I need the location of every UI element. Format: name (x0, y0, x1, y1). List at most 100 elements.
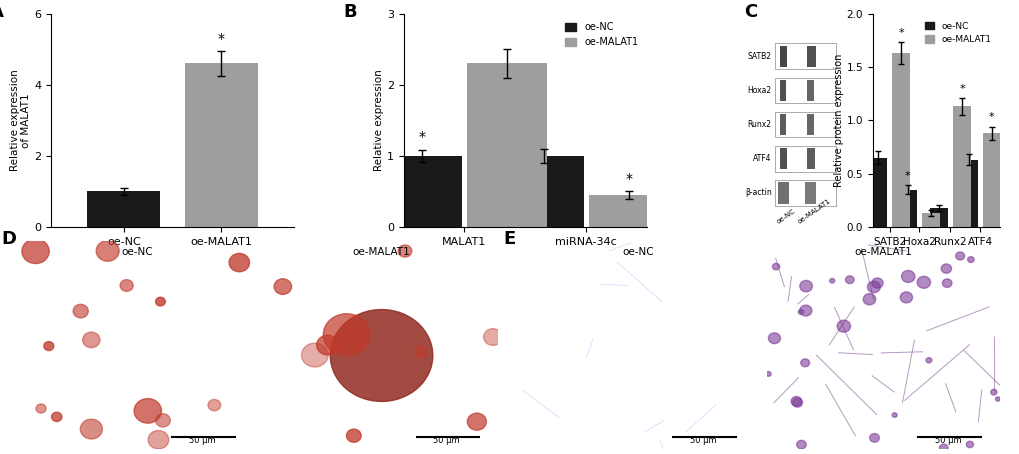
Bar (774, 78, 836, 103)
Circle shape (156, 414, 170, 427)
Text: D: D (2, 230, 16, 248)
Bar (898, 190, 916, 227)
Circle shape (900, 292, 912, 303)
Circle shape (83, 332, 100, 348)
Circle shape (208, 400, 220, 411)
Text: ATF4: ATF4 (752, 154, 770, 163)
Circle shape (967, 257, 973, 262)
Circle shape (96, 241, 119, 261)
Text: oe-MALAT1: oe-MALAT1 (853, 247, 911, 257)
Circle shape (414, 346, 427, 358)
Bar (776, 182, 789, 203)
Circle shape (148, 430, 168, 449)
Circle shape (845, 276, 853, 284)
Text: oe-NC: oe-NC (622, 247, 653, 257)
Bar (928, 208, 947, 227)
Text: SATB2: SATB2 (747, 52, 770, 61)
Circle shape (346, 429, 361, 442)
Circle shape (44, 341, 54, 350)
Bar (806, 80, 813, 101)
Text: oe-MALAT1: oe-MALAT1 (796, 198, 830, 225)
Circle shape (397, 245, 412, 257)
Bar (774, 112, 836, 138)
Circle shape (941, 264, 951, 273)
Text: A: A (0, 3, 4, 21)
Circle shape (892, 413, 897, 417)
Bar (774, 146, 836, 172)
Circle shape (798, 310, 803, 314)
Circle shape (862, 294, 875, 305)
Circle shape (81, 419, 102, 439)
Circle shape (483, 329, 501, 345)
Bar (780, 80, 786, 101)
Text: *: * (217, 32, 224, 45)
Circle shape (799, 281, 811, 292)
Circle shape (938, 444, 947, 452)
Circle shape (771, 263, 779, 270)
Circle shape (871, 278, 882, 288)
Circle shape (866, 281, 879, 293)
Text: E: E (502, 230, 515, 248)
Bar (952, 106, 970, 227)
Bar (806, 148, 814, 169)
Text: *: * (904, 171, 910, 181)
Text: C: C (743, 3, 756, 21)
Circle shape (869, 434, 878, 442)
Text: *: * (625, 172, 632, 186)
Bar (588, 195, 668, 227)
Circle shape (955, 252, 964, 260)
Circle shape (316, 335, 338, 355)
Bar (780, 46, 786, 67)
Text: Hoxa2: Hoxa2 (747, 86, 770, 95)
Y-axis label: Relative expression
of MALAT1: Relative expression of MALAT1 (10, 69, 32, 171)
Bar (184, 64, 258, 227)
Circle shape (36, 404, 46, 413)
Circle shape (467, 413, 486, 430)
Circle shape (330, 310, 432, 401)
Bar (981, 133, 1000, 227)
Legend: oe-NC, oe-MALAT1: oe-NC, oe-MALAT1 (560, 19, 641, 51)
Text: 50 μm: 50 μm (433, 436, 460, 445)
Circle shape (21, 239, 49, 263)
Circle shape (901, 271, 914, 282)
Bar (503, 156, 583, 227)
Bar (88, 192, 160, 227)
Circle shape (52, 412, 62, 422)
Bar (774, 44, 836, 69)
Text: oe-NC: oe-NC (121, 247, 153, 257)
Circle shape (799, 305, 811, 316)
Circle shape (120, 280, 133, 291)
Circle shape (767, 333, 780, 344)
Circle shape (302, 343, 328, 367)
Text: 50 μm: 50 μm (189, 436, 215, 445)
Text: B: B (342, 3, 357, 21)
Circle shape (989, 390, 996, 395)
Circle shape (229, 253, 250, 272)
Circle shape (800, 359, 809, 367)
Circle shape (323, 314, 370, 355)
Bar (780, 114, 786, 135)
Text: 50 μm: 50 μm (934, 436, 961, 445)
Text: oe-NC: oe-NC (774, 208, 796, 225)
Bar (868, 158, 887, 227)
Circle shape (274, 279, 291, 295)
Text: β-actin: β-actin (744, 188, 770, 197)
Legend: oe-NC, oe-MALAT1: oe-NC, oe-MALAT1 (921, 18, 995, 48)
Text: oe-MALAT1: oe-MALAT1 (353, 247, 410, 257)
Circle shape (828, 278, 834, 283)
Bar (780, 148, 786, 169)
Text: Runx2: Runx2 (747, 120, 770, 129)
Y-axis label: Relative protein expression: Relative protein expression (833, 54, 843, 187)
Y-axis label: Relative expression: Relative expression (374, 69, 384, 171)
Text: 50 μm: 50 μm (690, 436, 716, 445)
Circle shape (156, 297, 165, 306)
Text: *: * (988, 113, 994, 123)
Circle shape (73, 304, 89, 318)
Text: *: * (958, 84, 964, 94)
Bar (467, 64, 546, 227)
Text: *: * (418, 130, 425, 144)
Bar (806, 46, 815, 67)
Bar (959, 160, 976, 227)
Circle shape (133, 399, 161, 423)
Bar (806, 114, 813, 135)
